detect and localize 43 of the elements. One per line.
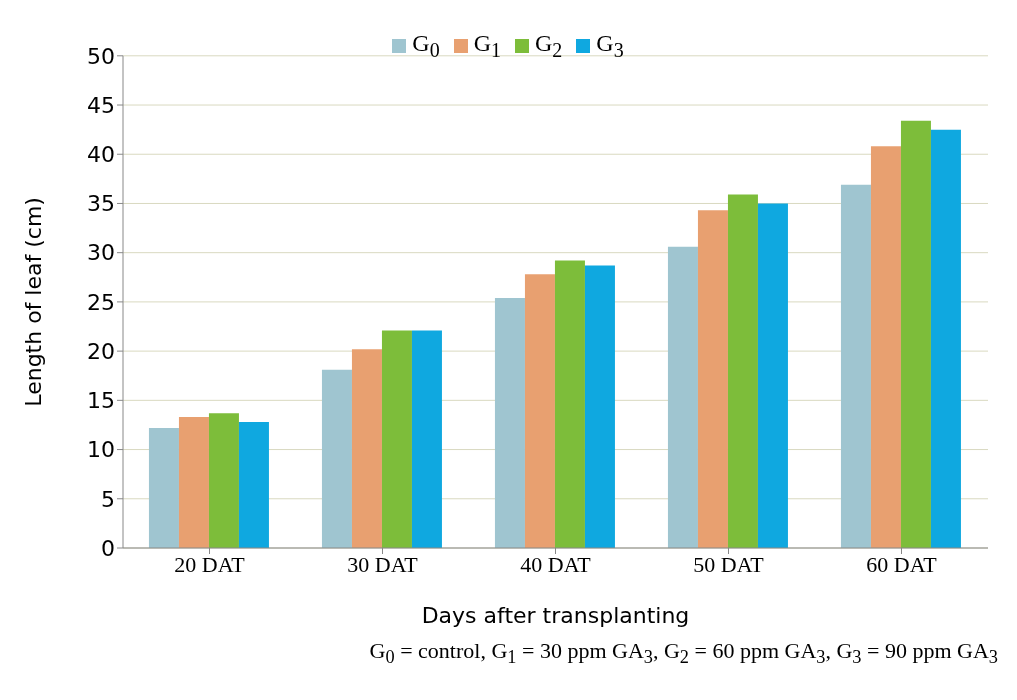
- bar: [178, 417, 209, 548]
- bar: [667, 246, 698, 548]
- y-tick-label: 45: [87, 92, 115, 118]
- bar: [148, 427, 179, 548]
- y-axis-title: Length of leaf (cm): [20, 197, 46, 407]
- bar: [411, 330, 442, 548]
- bar: [351, 349, 382, 548]
- bar: [757, 203, 788, 548]
- bar: [840, 184, 871, 548]
- bar: [381, 330, 412, 548]
- x-tick-label: 50 DAT: [693, 551, 765, 577]
- bar: [870, 146, 901, 548]
- y-tick-label: 35: [87, 191, 115, 217]
- y-tick-label: 25: [87, 289, 115, 315]
- y-tick-label: 5: [101, 486, 115, 512]
- bar: [930, 129, 961, 548]
- x-tick-label: 20 DAT: [174, 551, 246, 577]
- bar: [727, 194, 758, 548]
- y-tick-label: 15: [87, 388, 115, 414]
- bar: [584, 265, 615, 548]
- text: G$_{0}$ = control, G$_{1}$ = 30 ppm GA$_{3}$, G$_{2}$ = 60 ppm GA$_{3}$, G$_{3}$ = 90 ppm GA$_{3}$: [369, 638, 998, 668]
- legend-label: G$_{0}$: [412, 30, 440, 62]
- bar: [554, 260, 585, 548]
- bar: [900, 120, 931, 548]
- x-axis-title: Days after transplanting: [421, 603, 690, 628]
- legend-label: G$_{3}$: [596, 30, 624, 62]
- x-tick-label: 40 DAT: [520, 551, 592, 577]
- y-tick-label: 50: [87, 43, 115, 69]
- y-tick-label: 20: [87, 338, 115, 364]
- bar: [494, 297, 525, 548]
- bar: [697, 210, 728, 548]
- bar: [208, 413, 239, 548]
- bar: [321, 369, 352, 548]
- y-tick-label: 30: [87, 240, 115, 266]
- x-tick-label: 60 DAT: [866, 551, 938, 577]
- bar: [524, 274, 555, 548]
- x-tick-label: 30 DAT: [347, 551, 419, 577]
- bar: [238, 422, 269, 548]
- legend-label: G$_{1}$: [473, 30, 501, 62]
- y-tick-label: 0: [101, 535, 115, 561]
- y-tick-label: 40: [87, 142, 115, 168]
- y-tick-label: 10: [87, 437, 115, 463]
- legend-label: G$_{2}$: [535, 30, 563, 62]
